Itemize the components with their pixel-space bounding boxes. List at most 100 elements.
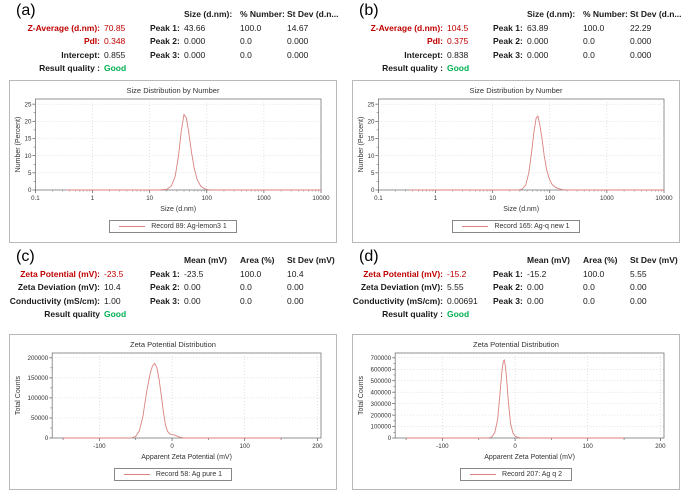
distribution-curve bbox=[63, 362, 281, 439]
svg-text:15: 15 bbox=[25, 136, 32, 143]
stat-label: Intercept: bbox=[61, 49, 100, 60]
stat-label: Zeta Deviation (mV): bbox=[17, 282, 100, 292]
peak-value: 22.29 bbox=[630, 22, 652, 33]
legend-record-label: Record 58: Ag pure 1 bbox=[155, 471, 223, 478]
svg-text:100000: 100000 bbox=[28, 395, 49, 402]
chart-legend: Record 165: Ag-q new 1 bbox=[452, 220, 580, 233]
stat-label: Result quality bbox=[44, 309, 100, 319]
stat-value: 0.375 bbox=[447, 36, 469, 46]
svg-text:0: 0 bbox=[388, 435, 392, 442]
svg-text:0: 0 bbox=[371, 187, 375, 194]
legend-line-sample bbox=[123, 474, 150, 475]
svg-text:1: 1 bbox=[91, 195, 95, 202]
stat-value: 0.838 bbox=[447, 49, 469, 60]
svg-text:1: 1 bbox=[434, 195, 438, 202]
svg-text:Total Counts: Total Counts bbox=[358, 376, 365, 415]
peak-value: 43.66 bbox=[184, 22, 206, 33]
svg-text:100: 100 bbox=[583, 443, 594, 450]
panel-c-chart-box: Zeta Potential Distribution 0 50000 100000… bbox=[9, 334, 337, 490]
svg-text:100000: 100000 bbox=[371, 424, 392, 431]
stat-value: 0.00691 bbox=[447, 295, 478, 306]
panel-b-letter: (b) bbox=[359, 2, 379, 19]
peak-value: 100.0 bbox=[240, 22, 262, 33]
panel-d-chart-box: Zeta Potential Distribution 0 100000 20000… bbox=[352, 334, 680, 490]
svg-text:100: 100 bbox=[240, 443, 251, 450]
peak-value: 63.89 bbox=[527, 22, 549, 33]
peak-value: -15.2 bbox=[527, 268, 547, 279]
svg-text:700000: 700000 bbox=[371, 355, 392, 362]
svg-text:10000: 10000 bbox=[312, 195, 330, 202]
result-quality-value: Good bbox=[104, 63, 127, 73]
peak-value: 0.0 bbox=[240, 295, 252, 306]
stat-label: Result quality : bbox=[39, 63, 100, 73]
panel-d: (d) Mean (mV) Area (%) St Dev (mV) Zeta … bbox=[343, 246, 685, 493]
svg-text:0: 0 bbox=[45, 435, 49, 442]
result-quality-value: Good bbox=[447, 309, 470, 319]
svg-text:500000: 500000 bbox=[371, 378, 392, 385]
legend-line-sample bbox=[462, 226, 489, 227]
svg-text:1000: 1000 bbox=[257, 195, 271, 202]
svg-text:0.1: 0.1 bbox=[374, 195, 383, 202]
chart-title: Size Distribution by Number bbox=[469, 86, 563, 95]
svg-text:1000: 1000 bbox=[600, 195, 614, 202]
stat-value: 5.55 bbox=[447, 282, 464, 292]
svg-text:0: 0 bbox=[170, 443, 174, 450]
stat-label: Zeta Deviation (mV): bbox=[360, 282, 443, 292]
col-header: St Dev (mV) bbox=[630, 255, 678, 265]
distribution-curve bbox=[66, 113, 321, 191]
chart-legend: Record 207: Ag q 2 bbox=[460, 468, 572, 481]
svg-text:5: 5 bbox=[28, 170, 32, 177]
chart-title: Zeta Potential Distribution bbox=[473, 340, 559, 349]
chart-title: Zeta Potential Distribution bbox=[130, 340, 216, 349]
stat-label: Result quality : bbox=[382, 63, 443, 73]
svg-text:200000: 200000 bbox=[371, 412, 392, 419]
panel-b: (b) Size (d.nm): % Number: St Dev (d.n..… bbox=[343, 0, 685, 246]
panel-a-letter: (a) bbox=[16, 2, 36, 19]
svg-text:Apparent Zeta Potential (mV): Apparent Zeta Potential (mV) bbox=[484, 454, 575, 461]
stat-value: 10.4 bbox=[104, 282, 121, 292]
peak-label: Peak 3: bbox=[493, 49, 523, 60]
result-quality-value: Good bbox=[447, 63, 470, 73]
stat-label: Z-Average (d.nm): bbox=[370, 22, 443, 33]
panel-b-stats: Size (d.nm): % Number: St Dev (d.n... Z-… bbox=[343, 8, 682, 76]
peak-value: 0.0 bbox=[240, 282, 252, 292]
col-header: Mean (mV) bbox=[527, 255, 570, 265]
col-header: St Dev (mV) bbox=[287, 255, 335, 265]
col-header: % Number: bbox=[240, 9, 285, 19]
peak-label: Peak 1: bbox=[150, 268, 180, 279]
peak-value: 0.0 bbox=[240, 49, 252, 60]
stat-label: PdI: bbox=[426, 36, 443, 46]
svg-text:-100: -100 bbox=[93, 443, 106, 450]
panel-a-stats: Size (d.nm): % Number: St Dev (d.n... Z-… bbox=[0, 8, 339, 76]
stat-value: 104.5 bbox=[447, 22, 469, 33]
svg-text:0.1: 0.1 bbox=[31, 195, 40, 202]
peak-value: 0.0 bbox=[240, 36, 252, 46]
svg-text:Size (d.nm): Size (d.nm) bbox=[160, 206, 196, 213]
svg-text:15: 15 bbox=[368, 136, 375, 143]
col-header: Size (d.nm): bbox=[184, 9, 233, 19]
peak-value: 0.00 bbox=[527, 282, 544, 292]
panel-d-letter: (d) bbox=[359, 248, 379, 265]
panel-a: (a) Size (d.nm): % Number: St Dev (d.n..… bbox=[0, 0, 342, 246]
panel-d-stats: Mean (mV) Area (%) St Dev (mV) Zeta Pote… bbox=[343, 254, 682, 322]
svg-text:Total Counts: Total Counts bbox=[15, 376, 22, 415]
svg-text:5: 5 bbox=[371, 170, 375, 177]
svg-text:Number (Percent): Number (Percent) bbox=[15, 117, 22, 173]
svg-text:10: 10 bbox=[146, 195, 153, 202]
stat-label: PdI: bbox=[83, 36, 100, 46]
peak-label: Peak 3: bbox=[150, 295, 180, 306]
stat-label: Zeta Potential (mV): bbox=[20, 268, 100, 279]
zeta-potential-chart-d: 0 100000 200000 300000 400000 500000 600000 700… bbox=[358, 352, 666, 461]
peak-value: 100.0 bbox=[583, 22, 605, 33]
legend-line-sample bbox=[119, 226, 146, 227]
stat-value: -15.2 bbox=[447, 268, 467, 279]
peak-value: 0.00 bbox=[630, 295, 647, 306]
svg-text:-100: -100 bbox=[436, 443, 449, 450]
legend-record-label: Record 165: Ag-q new 1 bbox=[494, 223, 570, 230]
legend-line-sample bbox=[470, 474, 497, 475]
size-distribution-chart-a: 0 5 10 15 20 25 0.1 1 10 100 1000 10000 Number (Perc… bbox=[15, 98, 330, 213]
peak-value: 0.0 bbox=[583, 295, 595, 306]
svg-text:100: 100 bbox=[545, 195, 556, 202]
peak-value: 5.55 bbox=[630, 268, 647, 279]
svg-text:200: 200 bbox=[312, 443, 323, 450]
